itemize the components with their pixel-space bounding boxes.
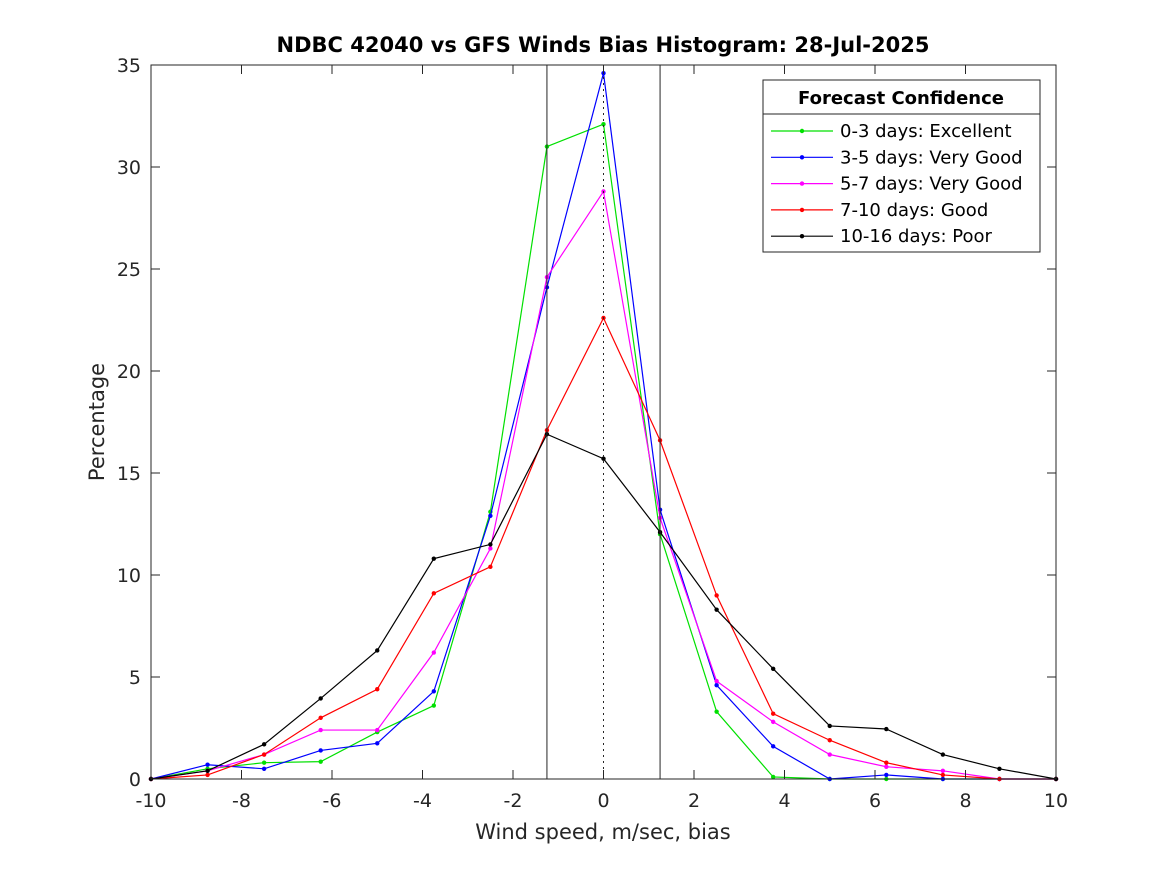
data-point	[940, 752, 946, 757]
y-axis-ticks: 0 5 10 15 20 25 30 35	[117, 55, 1056, 791]
data-point	[714, 678, 719, 684]
data-point	[431, 703, 437, 708]
data-point	[940, 768, 946, 774]
legend-items: 0-3 days: Excellent 3-5 days: Very Good 5-…	[771, 121, 1023, 247]
data-point	[827, 723, 832, 729]
chart-title: NDBC 42040 vs GFS Winds Bias Histogram: …	[277, 33, 930, 57]
x-tick-label: 4	[778, 790, 790, 812]
data-point	[375, 727, 380, 733]
x-tick-label: 2	[688, 790, 700, 812]
data-point	[261, 752, 267, 757]
x-tick-label: -6	[323, 790, 342, 812]
data-point	[601, 456, 606, 461]
data-point	[714, 607, 719, 612]
data-point	[940, 772, 946, 778]
data-point	[431, 689, 437, 694]
data-point	[488, 564, 493, 570]
data-point	[261, 766, 267, 771]
legend-item-label: 10-16 days: Poor	[840, 226, 993, 247]
data-point	[261, 760, 267, 765]
legend-item-label: 0-3 days: Excellent	[840, 121, 1012, 142]
x-tick-label: -10	[135, 790, 166, 812]
legend-item-label: 7-10 days: Good	[840, 200, 988, 221]
data-point	[884, 760, 889, 765]
series-line-3	[150, 316, 1056, 780]
data-point	[714, 709, 719, 714]
legend-swatch-marker	[799, 155, 805, 160]
y-tick-label: 15	[117, 463, 141, 485]
data-point	[770, 711, 776, 716]
data-point	[714, 593, 719, 598]
data-point	[375, 648, 380, 653]
legend-swatch-marker	[799, 181, 805, 186]
legend-swatch-marker	[799, 207, 805, 213]
data-point	[431, 591, 437, 596]
data-point	[884, 772, 889, 778]
data-point	[601, 121, 606, 127]
data-point	[205, 772, 210, 778]
data-point	[770, 774, 776, 780]
data-point	[714, 682, 719, 688]
data-point	[488, 513, 493, 519]
data-point	[997, 766, 1002, 771]
data-point	[375, 687, 380, 692]
x-tick-label: -4	[413, 790, 432, 812]
data-point	[770, 666, 776, 672]
data-point	[318, 715, 323, 720]
y-tick-label: 5	[129, 667, 141, 689]
data-point	[318, 759, 323, 764]
reference-lines	[546, 65, 661, 779]
data-point	[488, 546, 493, 551]
y-tick-label: 35	[117, 55, 141, 77]
legend-title: Forecast Confidence	[798, 88, 1004, 109]
data-point	[770, 744, 776, 749]
x-tick-label: -2	[504, 790, 523, 812]
data-point	[318, 696, 323, 701]
data-point	[884, 726, 889, 732]
data-point	[205, 762, 210, 767]
legend-item-label: 5-7 days: Very Good	[840, 174, 1023, 195]
x-tick-label: 6	[869, 790, 881, 812]
data-point	[431, 556, 437, 561]
legend-box	[762, 79, 1041, 253]
data-point	[827, 738, 832, 743]
x-tick-label: 10	[1044, 790, 1068, 812]
data-point	[431, 650, 437, 655]
x-tick-label: -8	[232, 790, 251, 812]
data-point	[884, 764, 889, 769]
y-tick-label: 20	[117, 361, 141, 383]
y-tick-label: 25	[117, 259, 141, 281]
x-axis-label: Wind speed, m/sec, bias	[475, 820, 731, 844]
legend-swatch-marker	[799, 234, 805, 239]
data-point	[375, 741, 380, 746]
y-tick-label: 0	[129, 769, 141, 791]
x-tick-label: 0	[597, 790, 609, 812]
data-point	[318, 727, 323, 733]
data-point	[488, 542, 493, 547]
y-tick-label: 30	[117, 157, 141, 179]
y-axis-label: Percentage	[85, 363, 109, 481]
y-tick-label: 10	[117, 565, 141, 587]
x-tick-label: 8	[959, 790, 971, 812]
legend-swatch-marker	[799, 128, 805, 134]
data-point	[261, 742, 267, 747]
legend-item-label: 3-5 days: Very Good	[840, 147, 1023, 168]
x-axis-ticks: -10 -8 -6 -4 -2 0 2 4 6 8 10	[135, 65, 1068, 812]
legend: Forecast Confidence 0-3 days: Excellent 3…	[762, 79, 1041, 253]
data-point	[770, 719, 776, 725]
data-point	[205, 768, 210, 774]
data-point	[827, 752, 832, 757]
data-point	[318, 748, 323, 753]
